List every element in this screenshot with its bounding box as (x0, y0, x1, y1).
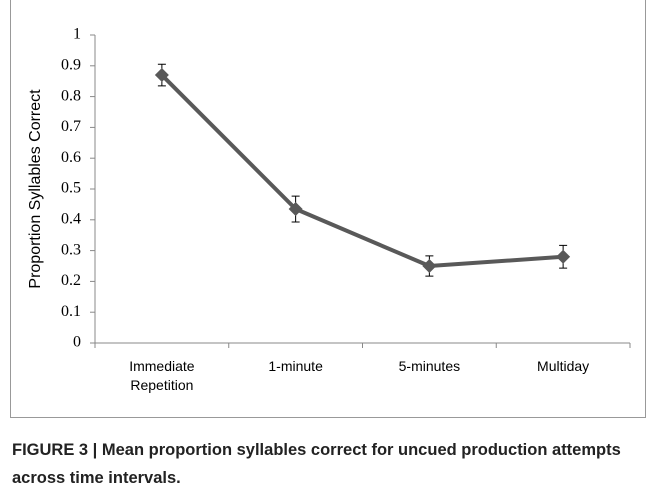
marker (288, 202, 303, 217)
y-tick-label: 0.9 (61, 56, 81, 73)
y-tick-label: 0.3 (61, 241, 81, 258)
y-tick-label: 0.6 (61, 149, 81, 166)
marker (154, 68, 169, 83)
x-tick-label: 5-minutes (398, 358, 461, 374)
y-tick-label: 0.7 (61, 118, 81, 135)
y-tick-label: 0.2 (61, 272, 81, 289)
y-axis-title: Proportion Syllables Correct (27, 89, 44, 289)
chart-frame (10, 0, 646, 418)
y-tick-label: 0.4 (61, 210, 81, 227)
line (160, 73, 564, 268)
y-tick-label: 0.8 (61, 87, 81, 104)
x-tick-label: Multiday (537, 358, 590, 374)
caption: FIGURE 3 | Mean proportion syllables cor… (12, 441, 621, 487)
x-tick-label: Immediate Repetition (129, 358, 195, 393)
y-tick-label: 0 (73, 334, 81, 351)
y-tick-label: 0.1 (61, 303, 81, 320)
y-tick-label: 0.5 (61, 180, 81, 197)
marker (422, 259, 437, 273)
marker (556, 249, 571, 264)
y-tick-label: 1 (73, 26, 81, 43)
chart: Proportion Syllables Correct 0 0.1 0.2 0.3 0… (27, 26, 631, 351)
x-tick-label: 1-minute (268, 358, 323, 374)
